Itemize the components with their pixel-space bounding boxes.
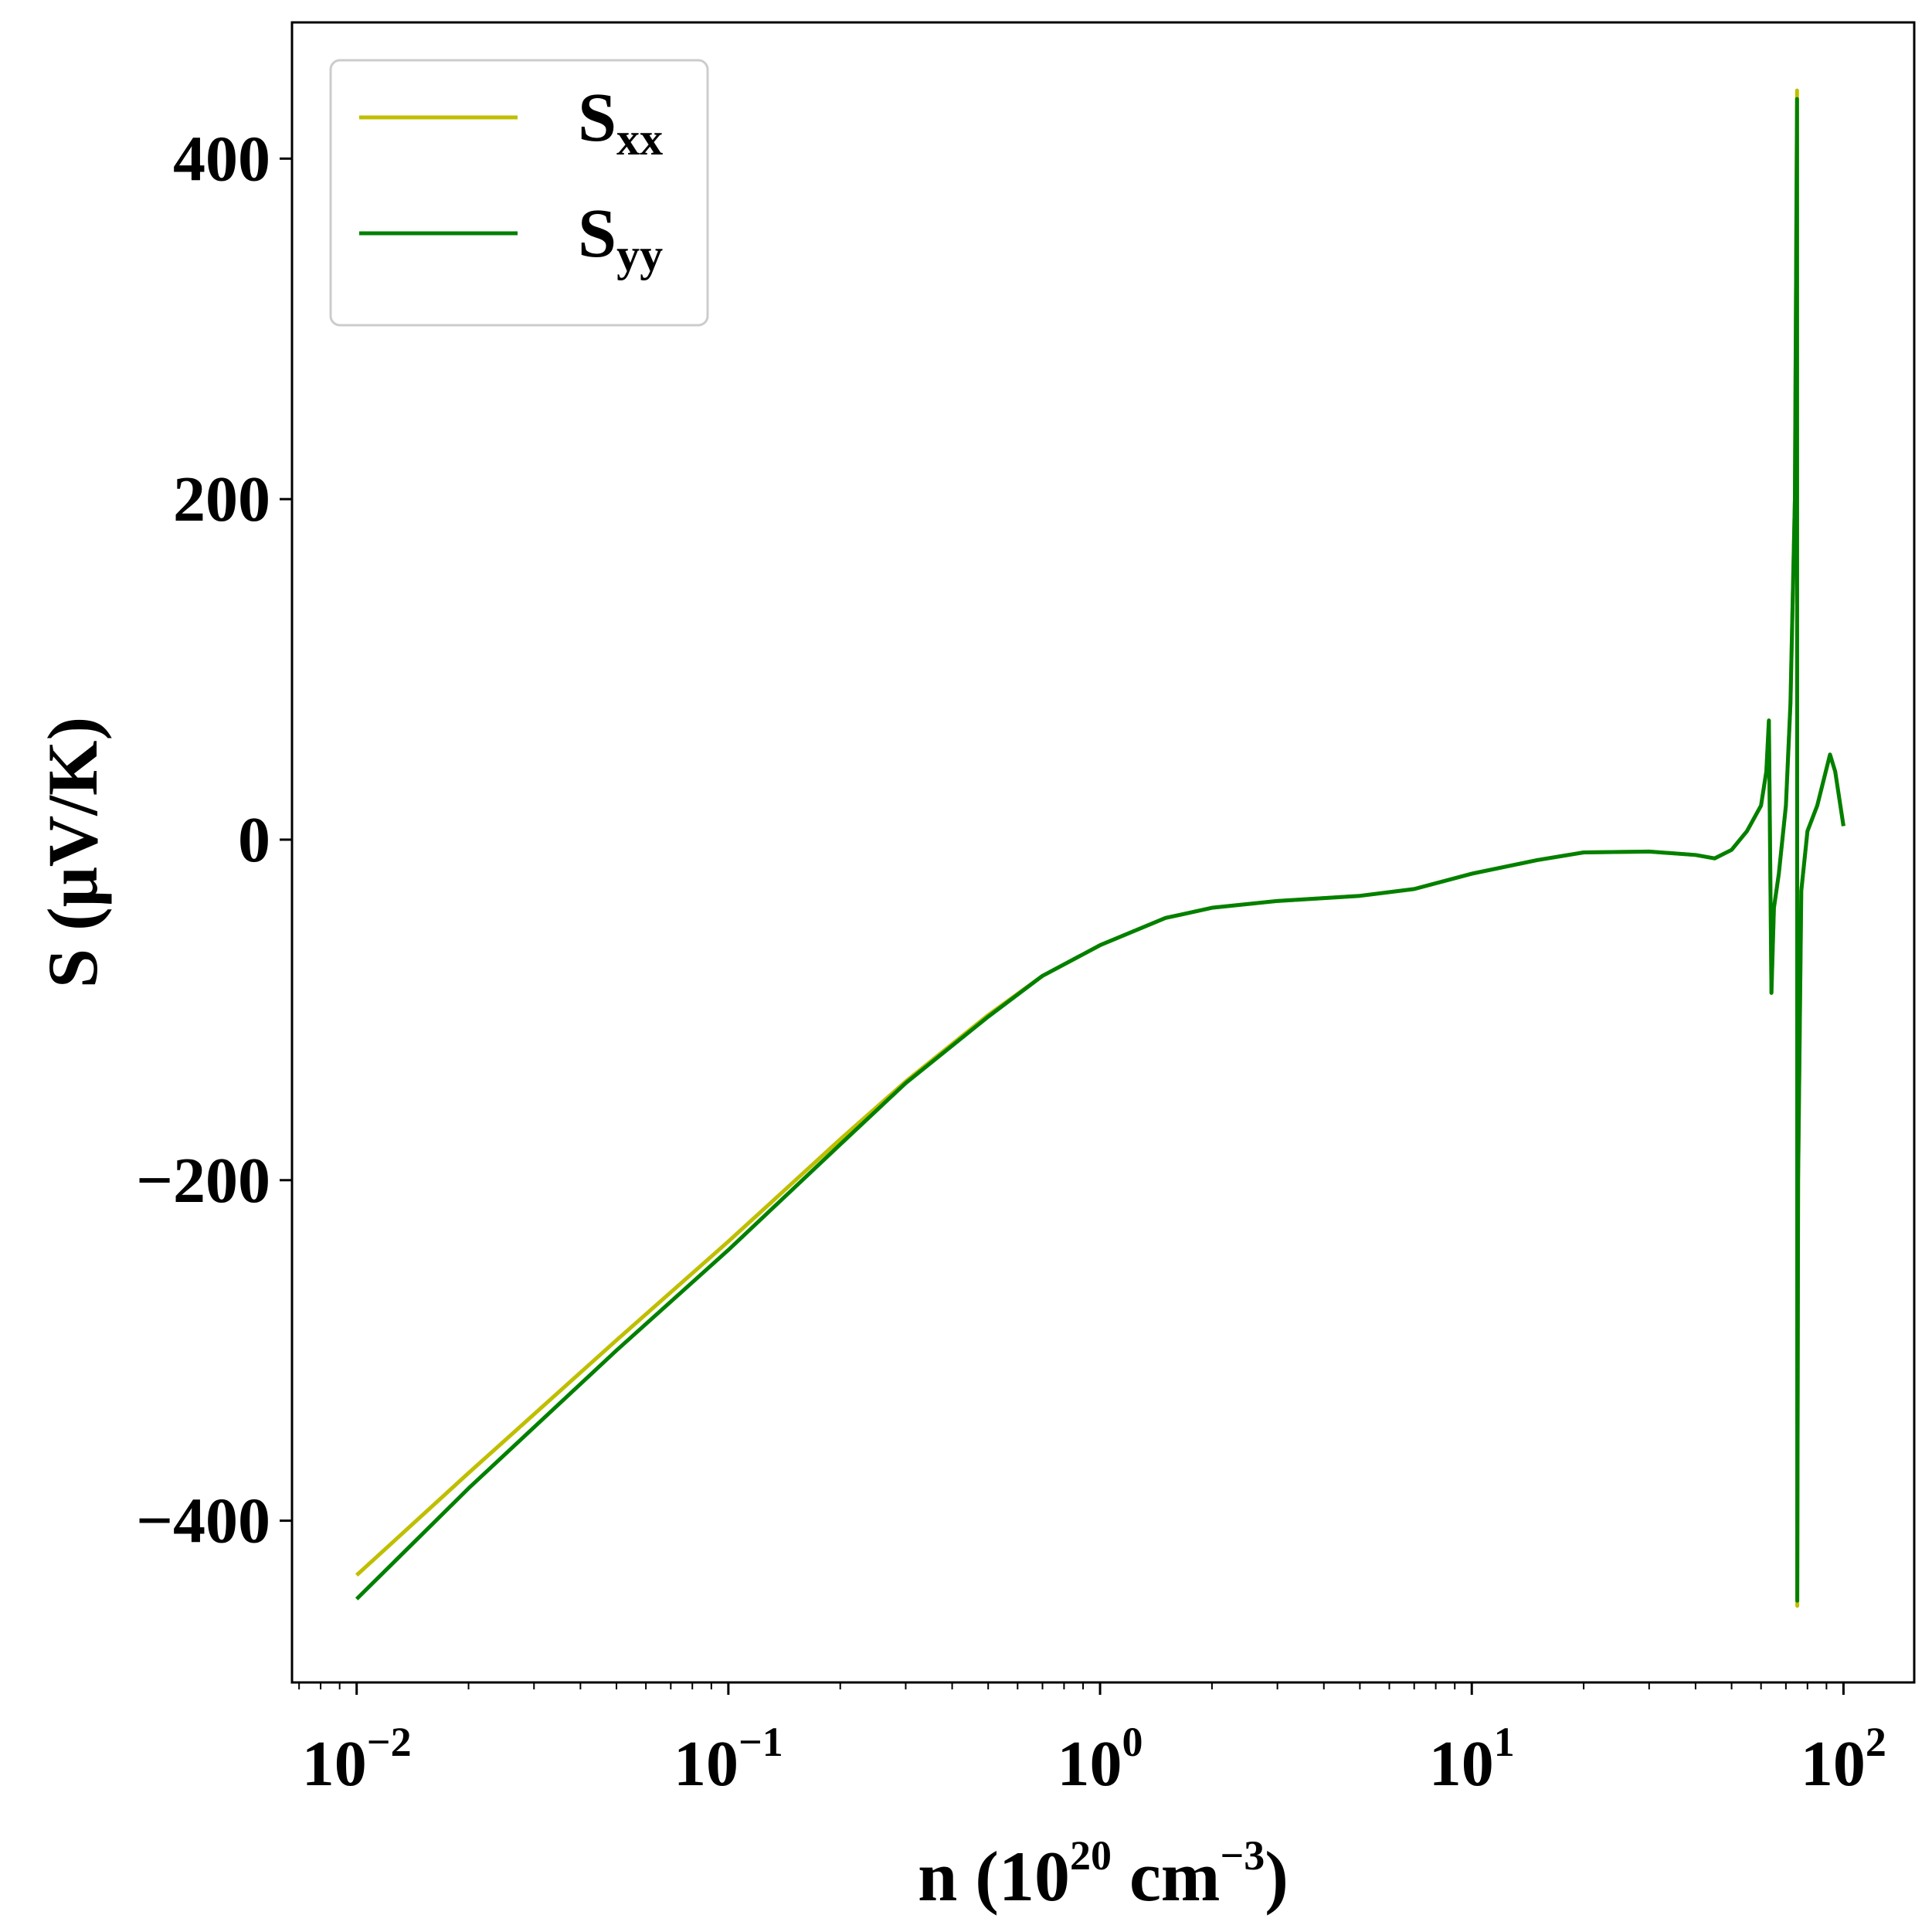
y-tick-label: −400 — [136, 1485, 270, 1557]
x-tick-label: 100 — [1058, 1719, 1143, 1800]
y-tick-label: 400 — [173, 123, 270, 195]
y-tick-label: 200 — [173, 463, 270, 535]
x-tick-label: 10−2 — [302, 1719, 412, 1800]
y-axis: 400 200 0 −200 −400 — [136, 123, 292, 1557]
x-axis: 10−2 10−1 100 101 102 — [298, 1682, 1886, 1800]
legend-label-sxx: Sxx — [578, 80, 663, 165]
plot-frame — [290, 21, 1916, 1684]
y-axis-label: S (μV/K) — [33, 717, 112, 988]
x-tick-label: 101 — [1429, 1719, 1515, 1800]
x-tick-label: 102 — [1801, 1719, 1886, 1800]
legend-label-syy: Syy — [578, 195, 663, 280]
series-layer — [355, 88, 1845, 1608]
y-tick-label: −200 — [136, 1145, 270, 1217]
series-line-syy — [355, 97, 1845, 1603]
y-tick-label: 0 — [238, 804, 270, 876]
x-tick-label: 10−1 — [674, 1719, 783, 1800]
x-axis-label: n (1020 cm−3) — [918, 1832, 1289, 1916]
legend: Sxx Syy — [329, 59, 709, 327]
legend-box — [329, 59, 709, 327]
